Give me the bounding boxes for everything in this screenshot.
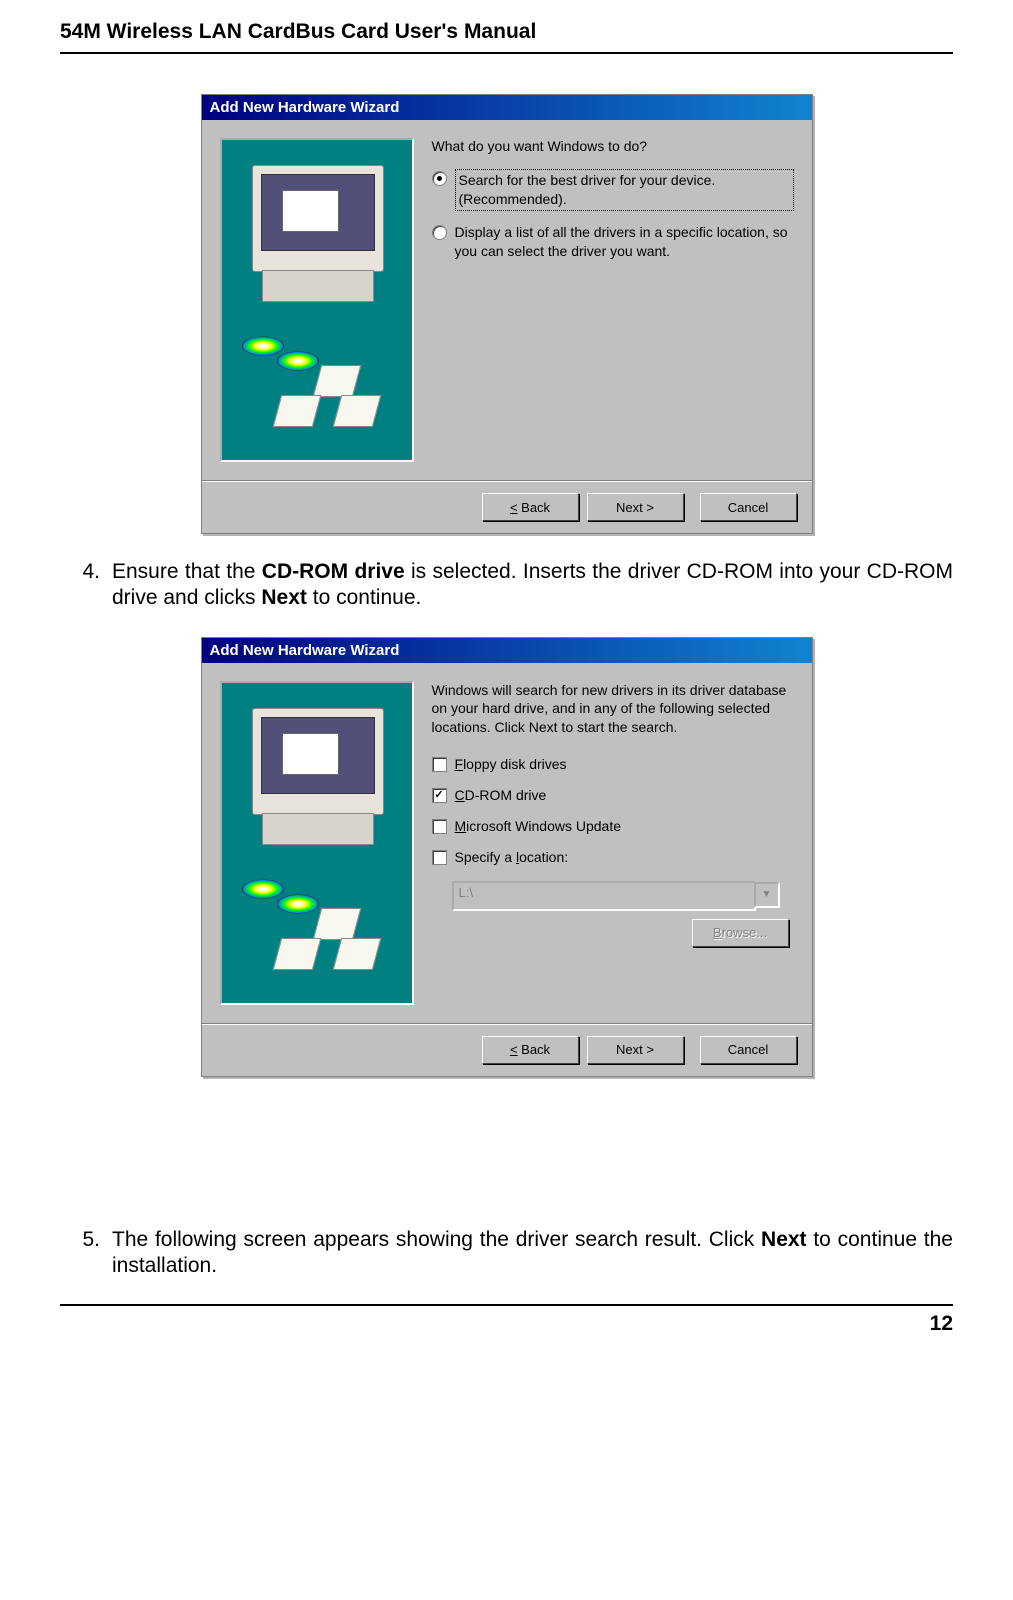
browse-button: Browse... bbox=[692, 919, 789, 947]
wizard1-title: Add New Hardware Wizard bbox=[202, 95, 812, 120]
checkbox-specify-location[interactable] bbox=[432, 850, 447, 865]
instruction-step-5: 5. The following screen appears showing … bbox=[60, 1227, 953, 1280]
checkbox-floppy[interactable] bbox=[432, 757, 447, 772]
checkbox-floppy-label: Floppy disk drives bbox=[455, 755, 794, 774]
checkbox-specify-location-label: Specify a location: bbox=[455, 848, 794, 867]
location-input: L:\ bbox=[452, 881, 756, 911]
wizard2-back-button[interactable]: < Back bbox=[482, 1036, 579, 1064]
checkbox-cdrom[interactable] bbox=[432, 788, 447, 803]
wizard2-description: Windows will search for new drivers in i… bbox=[432, 681, 794, 738]
location-dropdown-icon: ▼ bbox=[754, 882, 780, 908]
checkbox-ms-update-label: Microsoft Windows Update bbox=[455, 817, 794, 836]
wizard1-next-button[interactable]: Next > bbox=[587, 493, 684, 521]
instruction-step-4: 4. Ensure that the CD-ROM drive is selec… bbox=[60, 559, 953, 612]
add-hardware-wizard-1: Add New Hardware Wizard What do you want… bbox=[201, 94, 813, 534]
radio-display-list-label: Display a list of all the drivers in a s… bbox=[455, 223, 794, 261]
wizard1-question: What do you want Windows to do? bbox=[432, 138, 794, 154]
checkbox-ms-update[interactable] bbox=[432, 819, 447, 834]
wizard2-next-button[interactable]: Next > bbox=[587, 1036, 684, 1064]
wizard2-graphic bbox=[220, 681, 414, 1005]
header-divider bbox=[60, 52, 953, 54]
footer-divider bbox=[60, 1304, 953, 1306]
radio-search-best-label: Search for the best driver for your devi… bbox=[455, 169, 794, 211]
wizard1-graphic bbox=[220, 138, 414, 462]
radio-search-best[interactable] bbox=[432, 171, 447, 186]
page-number: 12 bbox=[60, 1312, 953, 1336]
doc-header-title: 54M Wireless LAN CardBus Card User's Man… bbox=[60, 20, 953, 44]
radio-display-list[interactable] bbox=[432, 225, 447, 240]
wizard1-cancel-button[interactable]: Cancel bbox=[700, 493, 797, 521]
add-hardware-wizard-2: Add New Hardware Wizard Windows will sea… bbox=[201, 637, 813, 1077]
wizard1-back-button[interactable]: < Back bbox=[482, 493, 579, 521]
checkbox-cdrom-label: CD-ROM drive bbox=[455, 786, 794, 805]
wizard2-title: Add New Hardware Wizard bbox=[202, 638, 812, 663]
wizard2-cancel-button[interactable]: Cancel bbox=[700, 1036, 797, 1064]
